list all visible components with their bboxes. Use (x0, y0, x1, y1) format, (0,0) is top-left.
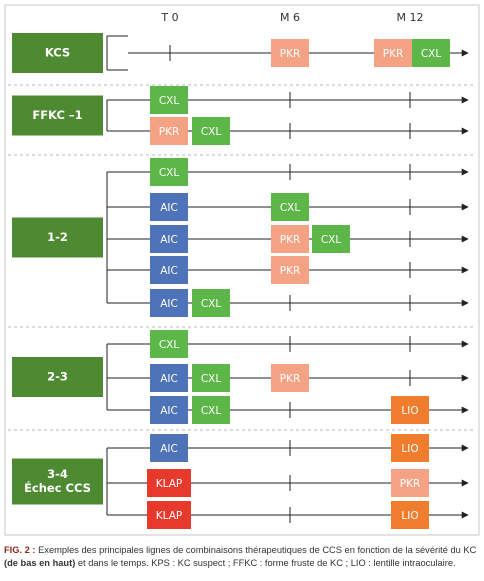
treatment-label: CXL (159, 339, 180, 351)
treatment-box (150, 117, 188, 145)
caption: FIG. 2 : Exemples des principales lignes… (4, 544, 480, 570)
treatment-box (150, 193, 188, 221)
treatment-box (271, 256, 309, 284)
group-box (12, 33, 103, 73)
treatment-label: CXL (201, 126, 222, 138)
caption-bold: (de bas en haut) (4, 558, 76, 568)
treatment-box (271, 364, 309, 392)
treatment-box (147, 501, 191, 529)
treatment-box (150, 289, 188, 317)
group-label: 1-2 (47, 230, 68, 244)
treatment-box (312, 225, 350, 253)
treatment-box (150, 158, 188, 186)
column-header: M 12 (397, 11, 424, 24)
treatment-box (192, 289, 230, 317)
treatment-box (391, 501, 429, 529)
treatment-label: CXL (421, 48, 442, 60)
treatment-label: CXL (280, 202, 301, 214)
treatment-box (391, 469, 429, 497)
treatment-label: KLAP (156, 510, 183, 522)
group-label: 2-3 (47, 370, 68, 384)
treatment-box (150, 256, 188, 284)
treatment-label: PKR (400, 478, 421, 490)
treatment-label: AIC (160, 443, 178, 455)
group-label: KCS (45, 46, 70, 60)
treatment-label: LIO (401, 405, 418, 417)
treatment-label: AIC (160, 298, 178, 310)
treatment-box (150, 225, 188, 253)
group-label: Échec CCS (24, 480, 91, 495)
treatment-label: CXL (201, 373, 222, 385)
treatment-label: PKR (383, 48, 404, 60)
treatment-box (412, 39, 450, 67)
treatment-box (271, 39, 309, 67)
treatment-label: LIO (401, 510, 418, 522)
treatment-box (192, 364, 230, 392)
caption-label: FIG. 2 : (4, 545, 36, 555)
treatment-label: LIO (401, 443, 418, 455)
group-box (12, 458, 103, 505)
treatment-label: PKR (280, 48, 301, 60)
treatment-box (192, 396, 230, 424)
treatment-box (391, 396, 429, 424)
treatment-box (150, 434, 188, 462)
group-label: 3-4 (47, 467, 68, 481)
frame (4, 4, 480, 536)
treatment-box (147, 469, 191, 497)
treatment-box (150, 86, 188, 114)
treatment-box (391, 434, 429, 462)
treatment-label: AIC (160, 234, 178, 246)
treatment-box (374, 39, 412, 67)
column-header: M 6 (280, 11, 300, 24)
treatment-box (150, 330, 188, 358)
column-header: T 0 (160, 11, 178, 24)
treatment-label: CXL (159, 167, 180, 179)
caption-text: et dans le temps. KPS : KC suspect ; FFK… (75, 558, 456, 568)
treatment-label: AIC (160, 202, 178, 214)
treatment-label: PKR (159, 126, 180, 138)
treatment-box (271, 225, 309, 253)
group-box (12, 95, 103, 136)
treatment-label: PKR (280, 373, 301, 385)
treatment-box (271, 193, 309, 221)
treatment-label: CXL (159, 95, 180, 107)
treatment-box (150, 396, 188, 424)
treatment-label: AIC (160, 373, 178, 385)
treatment-label: PKR (280, 265, 301, 277)
caption-text: Exemples des principales lignes de combi… (35, 545, 477, 555)
treatment-label: PKR (280, 234, 301, 246)
treatment-label: AIC (160, 405, 178, 417)
treatment-box (150, 364, 188, 392)
treatment-label: AIC (160, 265, 178, 277)
treatment-label: CXL (201, 405, 222, 417)
treatment-label: CXL (321, 234, 342, 246)
treatment-label: CXL (201, 298, 222, 310)
group-label: FFKC –1 (32, 108, 82, 122)
treatment-label: KLAP (156, 478, 183, 490)
diagram: T 0 M 6 M 12 KCS PKR PKR CXL FFKC –1 CXL PKR CXL 1-… (4, 4, 480, 536)
treatment-box (192, 117, 230, 145)
group-box (12, 357, 103, 397)
group-box (12, 217, 103, 258)
